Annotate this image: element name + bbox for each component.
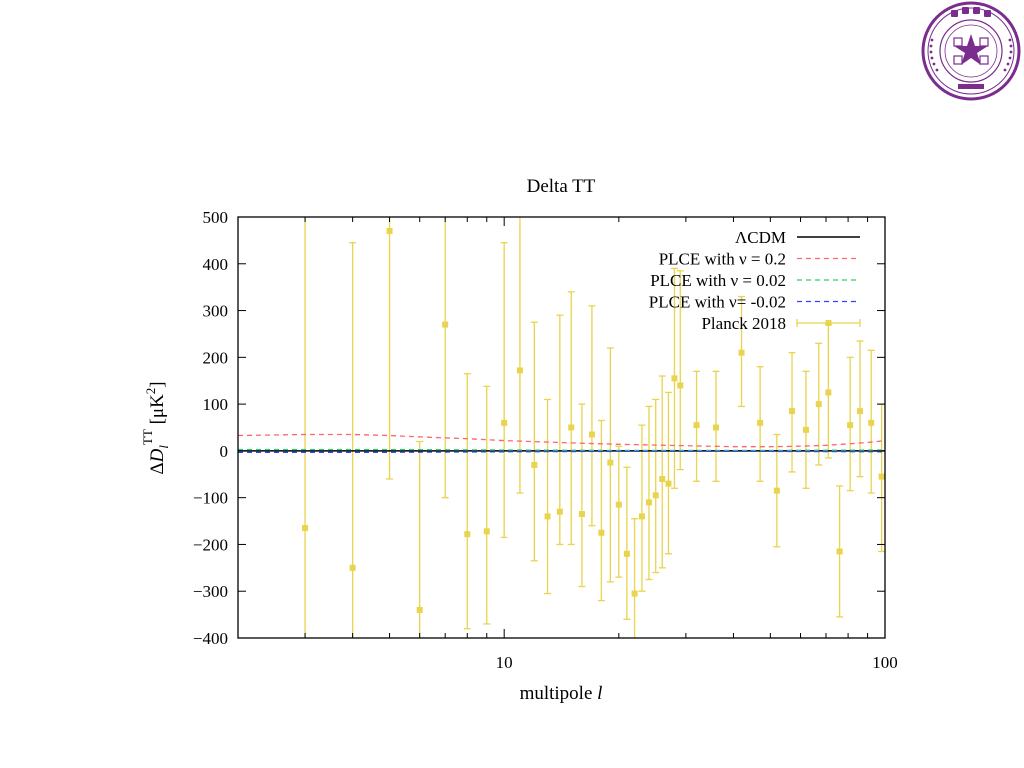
planck-data-point	[567, 291, 575, 546]
planck-data-point	[416, 440, 424, 638]
planck-data-point	[664, 391, 672, 555]
planck-data-point	[638, 424, 646, 592]
planck-data-point	[867, 349, 875, 494]
legend-label: PLCE with ν = 0.2	[659, 250, 786, 269]
y-tick-label: 200	[203, 348, 229, 367]
y-tick-label: 100	[203, 395, 229, 414]
planck-data-point	[693, 370, 701, 482]
planck-data-point	[556, 314, 564, 546]
university-seal-logo	[921, 1, 1021, 101]
legend-label: PLCE with ν = 0.02	[650, 271, 786, 290]
planck-data-point	[483, 385, 491, 625]
planck-data-point	[463, 373, 471, 630]
planck-data-point	[578, 403, 586, 588]
y-tick-label: 500	[203, 208, 229, 227]
series-line	[238, 450, 886, 453]
planck-data-point	[836, 485, 844, 618]
planck-data-point	[588, 305, 596, 527]
planck-data-point	[712, 370, 720, 482]
planck-data-point	[530, 321, 538, 562]
planck-data-point	[631, 518, 639, 638]
planck-data-point	[615, 445, 623, 578]
legend-label: PLCE with ν= -0.02	[649, 293, 786, 312]
svg-text:ΔDlTT [μK2]: ΔDlTT [μK2]	[140, 381, 171, 474]
planck-data-point	[824, 323, 832, 459]
model-curves	[237, 433, 886, 453]
y-axis-ticks: −400 −300 −200 −100 0 100 200 300 400 500	[193, 208, 885, 648]
planck-data-point	[658, 375, 666, 569]
x-tick-label: 10	[496, 653, 513, 672]
planck-data-point	[597, 419, 605, 602]
planck-data-point	[302, 217, 309, 638]
legend-swatch	[796, 319, 861, 327]
planck-data-point	[788, 352, 796, 473]
planck-data-point	[606, 347, 614, 583]
series-line	[237, 433, 886, 448]
planck-data-point	[856, 340, 864, 478]
planck-data-point	[386, 217, 394, 480]
planck-data-point	[645, 405, 653, 581]
planck-data-point	[676, 270, 684, 471]
y-tick-label: −300	[193, 582, 228, 601]
legend-label: ΛCDM	[735, 228, 786, 247]
planck-data-point	[652, 398, 660, 574]
y-tick-label: −100	[193, 489, 228, 508]
planck-data-point	[802, 370, 810, 489]
planck-data-point	[815, 342, 823, 466]
planck-data-point	[544, 398, 552, 595]
planck-data-point	[516, 217, 524, 494]
planck-data-point	[878, 403, 886, 553]
y-tick-label: 300	[203, 302, 229, 321]
planck-data-point	[773, 433, 781, 548]
series-line	[238, 448, 886, 452]
y-tick-label: −400	[193, 629, 228, 648]
y-tick-label: 0	[220, 442, 229, 461]
planck-data-point	[500, 242, 508, 539]
x-axis-label: multipole l	[520, 683, 603, 704]
x-tick-label: 100	[872, 653, 898, 672]
planck-data-point	[846, 356, 854, 492]
planck-data-point	[738, 295, 746, 408]
y-tick-label: −200	[193, 535, 228, 554]
planck-data-point	[756, 366, 764, 482]
y-axis-label: ΔDlTT [μK2]	[140, 381, 171, 474]
legend-label: Planck 2018	[701, 314, 786, 333]
plot-frame	[237, 216, 886, 639]
legend: ΛCDM PLCE with ν = 0.2 PLCE with ν = 0.02 P…	[649, 228, 861, 333]
x-axis-ticks: 10 100	[237, 217, 898, 672]
y-tick-label: 400	[203, 255, 229, 274]
chart-title: Delta TT	[527, 176, 596, 197]
planck-data-point	[441, 217, 449, 499]
planck-data-point	[623, 466, 631, 620]
planck-data-point	[349, 242, 357, 638]
